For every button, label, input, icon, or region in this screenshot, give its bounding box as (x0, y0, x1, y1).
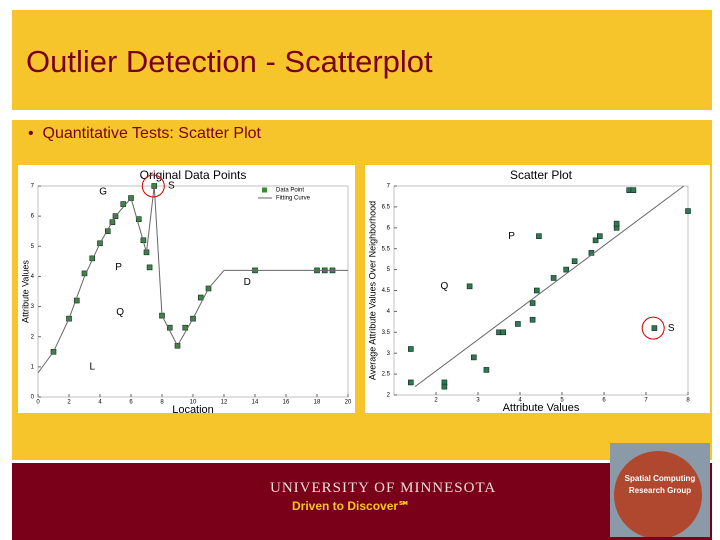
motto: Driven to Discover℠ (292, 499, 411, 513)
data-point (146, 264, 153, 271)
x-tick-label: 10 (190, 400, 197, 406)
annotation: Q (116, 307, 124, 318)
outlier-circle (141, 174, 165, 198)
x-tick-label: 18 (314, 400, 321, 406)
y-tick-label: 2.5 (382, 372, 391, 378)
x-tick-label: 20 (345, 400, 352, 406)
chart-frame (18, 165, 355, 413)
annotation: Q (441, 281, 449, 292)
y-tick-label: 5 (31, 244, 35, 250)
annotation: P (508, 231, 515, 242)
annotation: G (99, 187, 107, 198)
y-tick-label: 7 (387, 184, 391, 190)
data-point (533, 287, 540, 294)
data-point (407, 346, 414, 352)
y-tick-label: 3 (387, 351, 391, 357)
bullet-text: Quantitative Tests: Scatter Plot (42, 125, 261, 142)
data-point (470, 354, 477, 361)
logo-text: Research Group (629, 486, 691, 495)
data-point (407, 379, 414, 386)
data-point (550, 275, 557, 281)
annotation: S (668, 323, 675, 334)
x-tick-label: 7 (644, 398, 648, 404)
data-point (596, 233, 603, 239)
fit-line (414, 185, 685, 388)
data-point (571, 258, 578, 265)
y-tick-label: 5.5 (382, 246, 391, 252)
logo-sphere (614, 451, 702, 537)
x-tick-label: 3 (476, 398, 480, 404)
x-tick-label: 14 (252, 400, 259, 406)
data-point (120, 201, 127, 207)
fit-line (37, 185, 348, 374)
header-band (12, 10, 712, 110)
data-point (529, 316, 536, 323)
legend-marker (262, 187, 267, 193)
x-tick-label: 6 (129, 400, 133, 406)
x-tick-label: 4 (98, 400, 102, 406)
data-point (466, 283, 473, 290)
y-axis-label: Average Attribute Values Over Neighborho… (367, 201, 377, 380)
logo: Spatial Computing Research Group (610, 443, 710, 537)
y-tick-label: 0 (31, 395, 35, 401)
bullet: • Quantitative Tests: Scatter Plot (28, 125, 261, 142)
annotation: S (168, 181, 175, 192)
data-point (197, 294, 204, 301)
data-point (536, 233, 542, 239)
legend-label: Data Point (276, 188, 304, 194)
y-tick-label: 3 (31, 304, 35, 310)
chart-title: Original Data Points (140, 168, 247, 182)
legend-label: Fitting Curve (276, 196, 311, 202)
y-axis-label: Attribute Values (20, 260, 30, 323)
data-point (529, 300, 536, 306)
x-tick-label: 0 (36, 400, 40, 406)
data-point (685, 208, 691, 214)
y-tick-label: 5 (387, 267, 391, 273)
x-axis-label: Location (172, 404, 214, 416)
y-tick-label: 2 (31, 334, 35, 340)
university-name: UNIVERSITY OF MINNESOTA (270, 480, 497, 496)
x-tick-label: 8 (160, 400, 164, 406)
data-point (563, 266, 570, 273)
y-tick-label: 6 (387, 225, 391, 231)
chart-title: Scatter Plot (510, 168, 573, 182)
x-tick-label: 4 (518, 398, 522, 404)
annotation: P (115, 262, 122, 273)
footer (12, 463, 712, 540)
x-tick-label: 8 (686, 398, 690, 404)
data-point (135, 216, 142, 222)
y-tick-label: 2 (387, 393, 391, 399)
data-point (651, 325, 658, 331)
logo-text: Spatial Computing (625, 474, 696, 483)
x-tick-label: 5 (560, 398, 564, 404)
y-tick-label: 1 (31, 364, 35, 370)
data-point (500, 329, 507, 336)
outlier-circle (641, 316, 665, 340)
data-point (483, 367, 490, 373)
annotation: L (89, 361, 95, 372)
x-tick-label: 2 (434, 398, 438, 404)
x-tick-label: 2 (67, 400, 71, 406)
data-point (441, 383, 448, 390)
y-tick-label: 6.5 (382, 204, 391, 210)
data-point (630, 187, 637, 193)
data-point (592, 237, 599, 244)
data-point (515, 321, 521, 327)
x-tick-label: 16 (283, 400, 290, 406)
y-tick-label: 4 (31, 274, 35, 280)
data-point (613, 220, 620, 227)
x-tick-label: 6 (602, 398, 606, 404)
annotation: D (244, 277, 251, 288)
slide-title: Outlier Detection - Scatterplot (26, 44, 433, 79)
y-tick-label: 3.5 (382, 330, 391, 336)
y-tick-label: 6 (31, 214, 35, 220)
y-tick-label: 7 (31, 184, 35, 190)
y-tick-label: 4 (387, 309, 391, 315)
x-tick-label: 12 (221, 400, 228, 406)
x-axis-label: Attribute Values (503, 402, 580, 414)
y-tick-label: 4.5 (382, 288, 391, 294)
